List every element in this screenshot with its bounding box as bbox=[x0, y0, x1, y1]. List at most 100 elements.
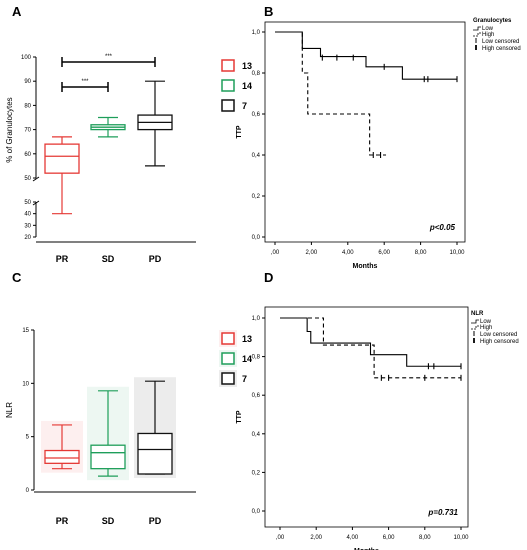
legend-swatch bbox=[221, 59, 235, 72]
y-tick-label: 0,6 bbox=[252, 393, 261, 399]
legend-line-low bbox=[473, 26, 481, 31]
x-tick-label: ,00 bbox=[276, 535, 285, 541]
survival-curve-low bbox=[280, 317, 461, 367]
y-tick-label: 20 bbox=[24, 235, 31, 241]
y-tick-label: 30 bbox=[24, 223, 31, 229]
box-iqr bbox=[44, 143, 80, 174]
y-tick-label: 0,0 bbox=[252, 235, 261, 241]
survival-curve-high bbox=[275, 31, 387, 156]
box-sd bbox=[90, 116, 126, 138]
box-iqr bbox=[44, 449, 80, 464]
y-tick-label: 0,4 bbox=[252, 153, 261, 159]
legend-label: 14 bbox=[242, 354, 252, 364]
x-tick-label: 10,00 bbox=[449, 250, 465, 256]
legend-title: Granulocytes bbox=[473, 18, 512, 24]
panel-a: 50 60 70 80 90 100 20 30 40 50 % of Granulocytes PR… bbox=[5, 54, 252, 264]
x-tick-label: 8,00 bbox=[419, 535, 431, 541]
x-category-label: PR bbox=[56, 254, 69, 264]
box-iqr bbox=[137, 432, 173, 475]
y-tick-label: 0,8 bbox=[252, 355, 261, 361]
y-tick-label: 0,6 bbox=[252, 112, 261, 118]
legend-line-high bbox=[471, 325, 479, 330]
x-tick-label: 6,00 bbox=[383, 535, 395, 541]
legend-label: Low bbox=[480, 319, 492, 325]
axis-break-mark bbox=[32, 200, 40, 206]
legend-label: High censored bbox=[480, 339, 519, 345]
legend-swatch bbox=[221, 372, 235, 385]
panel-b: 0,0 0,2 0,4 0,6 0,8 1,0 ,00 2,00 4,00 6,00 8,00 10,… bbox=[236, 18, 521, 270]
y-tick-label: 80 bbox=[24, 103, 31, 109]
panel-d: 0,0 0,2 0,4 0,6 0,8 1,0 ,00 2,00 4,00 6,00 8,00 10,… bbox=[236, 306, 519, 550]
y-tick-label: 60 bbox=[24, 152, 31, 158]
legend-swatch bbox=[221, 79, 235, 92]
legend-label: Low censored bbox=[482, 39, 519, 45]
legend-label: 7 bbox=[242, 101, 247, 111]
y-tick-label: 0,8 bbox=[252, 71, 261, 77]
legend-line-high bbox=[473, 32, 481, 37]
box-pr bbox=[44, 136, 80, 215]
p-value-annotation: p<0.05 bbox=[429, 223, 456, 232]
x-tick-label: 10,00 bbox=[453, 535, 469, 541]
y-tick-label: 10 bbox=[22, 381, 29, 387]
panel-label-c: C bbox=[12, 270, 22, 285]
y-tick-label: 1,0 bbox=[252, 30, 261, 36]
plot-frame bbox=[264, 306, 469, 528]
box-sd bbox=[87, 386, 129, 481]
y-tick-label: 40 bbox=[24, 212, 31, 218]
x-category-label: SD bbox=[102, 516, 115, 526]
y-axis-title: NLR bbox=[5, 402, 14, 418]
y-tick-label: 70 bbox=[24, 128, 31, 134]
x-axis-title: Months bbox=[353, 263, 378, 270]
panel-label-a: A bbox=[12, 4, 22, 19]
survival-curve-high bbox=[280, 317, 461, 379]
y-tick-label: 90 bbox=[24, 79, 31, 85]
y-tick-label: 0,4 bbox=[252, 432, 261, 438]
box-pd bbox=[137, 80, 173, 167]
box-pr bbox=[41, 420, 83, 473]
panel-label-d: D bbox=[264, 270, 273, 285]
legend-label: 13 bbox=[242, 61, 252, 71]
x-category-label: SD bbox=[102, 254, 115, 264]
y-tick-label: 0,0 bbox=[252, 509, 261, 515]
legend-label: High censored bbox=[482, 46, 521, 52]
plot-frame bbox=[264, 21, 466, 243]
y-axis-title: TTP bbox=[236, 410, 243, 424]
y-tick-label: 50 bbox=[24, 200, 31, 206]
legend-line-low bbox=[471, 319, 479, 324]
p-value-annotation: p=0.731 bbox=[427, 508, 458, 517]
box-iqr bbox=[90, 444, 126, 470]
panel-c: 0 5 10 15 NLR PR SD PD 13 14 7 bbox=[5, 328, 252, 526]
x-tick-label: 2,00 bbox=[306, 250, 318, 256]
y-tick-label: 5 bbox=[26, 435, 30, 441]
y-tick-label: 1,0 bbox=[252, 316, 261, 322]
x-axis-title: Months bbox=[354, 548, 379, 550]
x-category-label: PR bbox=[56, 516, 69, 526]
axis-break-mark bbox=[32, 176, 40, 182]
y-tick-label: 100 bbox=[21, 55, 32, 61]
x-tick-label: 6,00 bbox=[378, 250, 390, 256]
panel-label-b: B bbox=[264, 4, 273, 19]
x-tick-label: 4,00 bbox=[342, 250, 354, 256]
y-tick-label: 15 bbox=[22, 328, 29, 334]
y-axis-title: % of Granulocytes bbox=[5, 97, 14, 162]
y-tick-label: 0 bbox=[26, 488, 30, 494]
legend-label: 14 bbox=[242, 81, 252, 91]
x-category-label: PD bbox=[149, 254, 162, 264]
legend-label: Low censored bbox=[480, 332, 517, 338]
x-tick-label: 2,00 bbox=[310, 535, 322, 541]
legend-label: 7 bbox=[242, 374, 247, 384]
legend-swatch bbox=[221, 352, 235, 365]
legend-swatch bbox=[221, 99, 235, 112]
legend-swatch bbox=[221, 332, 235, 345]
significance-label: *** bbox=[81, 79, 89, 85]
x-tick-label: 8,00 bbox=[415, 250, 427, 256]
legend-label: Low bbox=[482, 26, 494, 32]
legend-label: 13 bbox=[242, 334, 252, 344]
legend-label: High bbox=[480, 325, 492, 331]
y-tick-label: 50 bbox=[24, 176, 31, 182]
x-tick-label: ,00 bbox=[271, 250, 280, 256]
y-tick-label: 0,2 bbox=[252, 470, 261, 476]
legend-label: High bbox=[482, 32, 494, 38]
y-axis-title: TTP bbox=[236, 125, 243, 139]
box-pd bbox=[134, 377, 176, 478]
